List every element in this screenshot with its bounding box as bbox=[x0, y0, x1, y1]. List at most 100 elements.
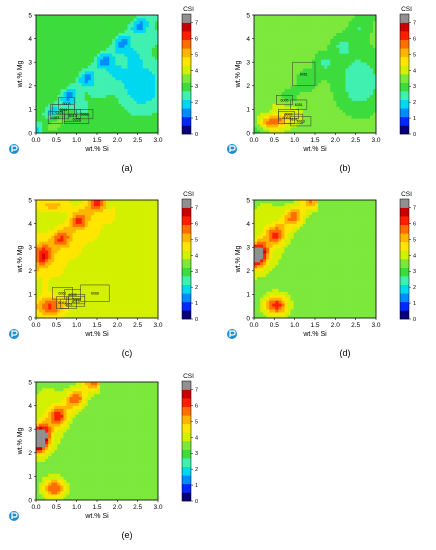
heatmap-cell bbox=[39, 82, 43, 87]
heatmap-cell bbox=[124, 259, 128, 263]
heatmap-cell bbox=[54, 244, 58, 248]
heatmap-cell bbox=[139, 238, 144, 242]
heatmap-cell bbox=[151, 32, 156, 36]
heatmap-cell bbox=[342, 20, 346, 25]
heatmap-cell bbox=[118, 217, 122, 221]
heatmap-cell bbox=[51, 273, 55, 278]
heatmap-cell bbox=[148, 253, 153, 257]
heatmap-cell bbox=[51, 44, 55, 48]
heatmap-cell bbox=[148, 26, 153, 31]
heatmap-cell bbox=[145, 127, 150, 131]
heatmap-cell bbox=[142, 15, 147, 19]
heatmap-cell bbox=[90, 35, 95, 39]
heatmap-cell bbox=[69, 47, 73, 51]
heatmap-cell bbox=[36, 85, 40, 90]
heatmap-cell bbox=[60, 264, 64, 269]
heatmap-cell bbox=[148, 259, 153, 263]
heatmap-cell bbox=[151, 17, 156, 22]
heatmap-cell bbox=[60, 20, 64, 25]
heatmap-cell bbox=[354, 130, 359, 134]
heatmap-cell bbox=[118, 71, 122, 75]
publisher-logo-mark bbox=[11, 145, 18, 152]
heatmap-cell bbox=[305, 130, 310, 134]
heatmap-cell bbox=[348, 47, 352, 51]
heatmap-cell bbox=[100, 306, 104, 310]
heatmap-cell bbox=[124, 76, 128, 81]
heatmap-cell bbox=[109, 32, 113, 36]
heatmap-cell bbox=[154, 267, 159, 272]
heatmap-cell bbox=[106, 312, 110, 316]
heatmap-cell bbox=[90, 235, 95, 239]
heatmap-cell bbox=[118, 297, 122, 301]
heatmap-cell bbox=[93, 62, 98, 66]
heatmap-cell bbox=[136, 220, 141, 224]
heatmap-cell bbox=[78, 223, 83, 227]
heatmap-cell bbox=[63, 200, 67, 204]
heatmap-cell bbox=[336, 47, 340, 51]
heatmap-cell bbox=[103, 244, 107, 248]
heatmap-cell bbox=[109, 256, 113, 260]
heatmap-cell bbox=[145, 200, 150, 204]
heatmap-cell bbox=[75, 220, 80, 224]
heatmap-cell bbox=[142, 121, 147, 125]
heatmap-cell bbox=[266, 94, 270, 98]
heatmap-cell bbox=[281, 76, 285, 81]
heatmap-cell bbox=[112, 44, 116, 48]
heatmap-cell bbox=[127, 309, 131, 313]
heatmap-cell bbox=[290, 56, 294, 60]
heatmap-cell bbox=[260, 97, 264, 101]
heatmap-cell bbox=[112, 115, 116, 119]
heatmap-cell bbox=[48, 106, 52, 110]
heatmap-cell bbox=[36, 130, 40, 134]
heatmap-cell bbox=[321, 79, 325, 84]
heatmap-cell bbox=[372, 20, 377, 25]
heatmap-cell bbox=[133, 285, 137, 289]
heatmap-cell bbox=[87, 112, 92, 116]
heatmap-cell bbox=[305, 118, 310, 122]
heatmap-cell bbox=[372, 50, 377, 54]
heatmap-cell bbox=[48, 214, 52, 219]
heatmap-cell bbox=[366, 41, 371, 45]
heatmap-cell bbox=[284, 35, 288, 39]
heatmap-cell bbox=[272, 112, 276, 116]
heatmap-cell bbox=[66, 256, 70, 260]
heatmap-cell bbox=[93, 250, 98, 254]
heatmap-cell bbox=[84, 202, 89, 207]
heatmap-cell bbox=[66, 53, 70, 57]
heatmap-cell bbox=[139, 247, 144, 251]
heatmap-cell bbox=[290, 100, 294, 104]
heatmap-cell bbox=[90, 312, 95, 316]
heatmap-cell bbox=[154, 17, 159, 22]
heatmap-cell bbox=[305, 103, 310, 107]
heatmap-cell bbox=[60, 26, 64, 31]
heatmap-cell bbox=[63, 68, 67, 72]
heatmap-cell bbox=[36, 220, 40, 224]
heatmap-cell bbox=[45, 103, 49, 107]
heatmap-cell bbox=[315, 79, 319, 84]
heatmap-cell bbox=[269, 38, 273, 42]
heatmap-cell bbox=[305, 17, 310, 22]
heatmap-cell bbox=[72, 115, 76, 119]
heatmap-cell bbox=[257, 124, 261, 128]
heatmap-cell bbox=[145, 238, 150, 242]
heatmap-cell bbox=[93, 38, 98, 42]
heatmap-cell bbox=[124, 41, 128, 45]
heatmap-cell bbox=[284, 29, 288, 34]
heatmap-cell bbox=[272, 85, 276, 90]
heatmap-cell bbox=[118, 205, 122, 210]
heatmap-cell bbox=[154, 62, 159, 66]
heatmap-cell bbox=[145, 282, 150, 286]
heatmap-cell bbox=[51, 62, 55, 66]
heatmap-cell bbox=[360, 76, 365, 81]
heatmap-cell bbox=[342, 59, 346, 63]
heatmap-cell bbox=[121, 294, 125, 298]
heatmap-cell bbox=[42, 261, 46, 266]
heatmap-cell bbox=[93, 65, 98, 69]
heatmap-cell bbox=[360, 97, 365, 101]
heatmap-cell bbox=[139, 29, 144, 34]
heatmap-cell bbox=[100, 261, 104, 266]
heatmap-cell bbox=[51, 65, 55, 69]
heatmap-cell bbox=[130, 205, 134, 210]
heatmap-cell bbox=[327, 59, 331, 63]
heatmap-cell bbox=[51, 53, 55, 57]
